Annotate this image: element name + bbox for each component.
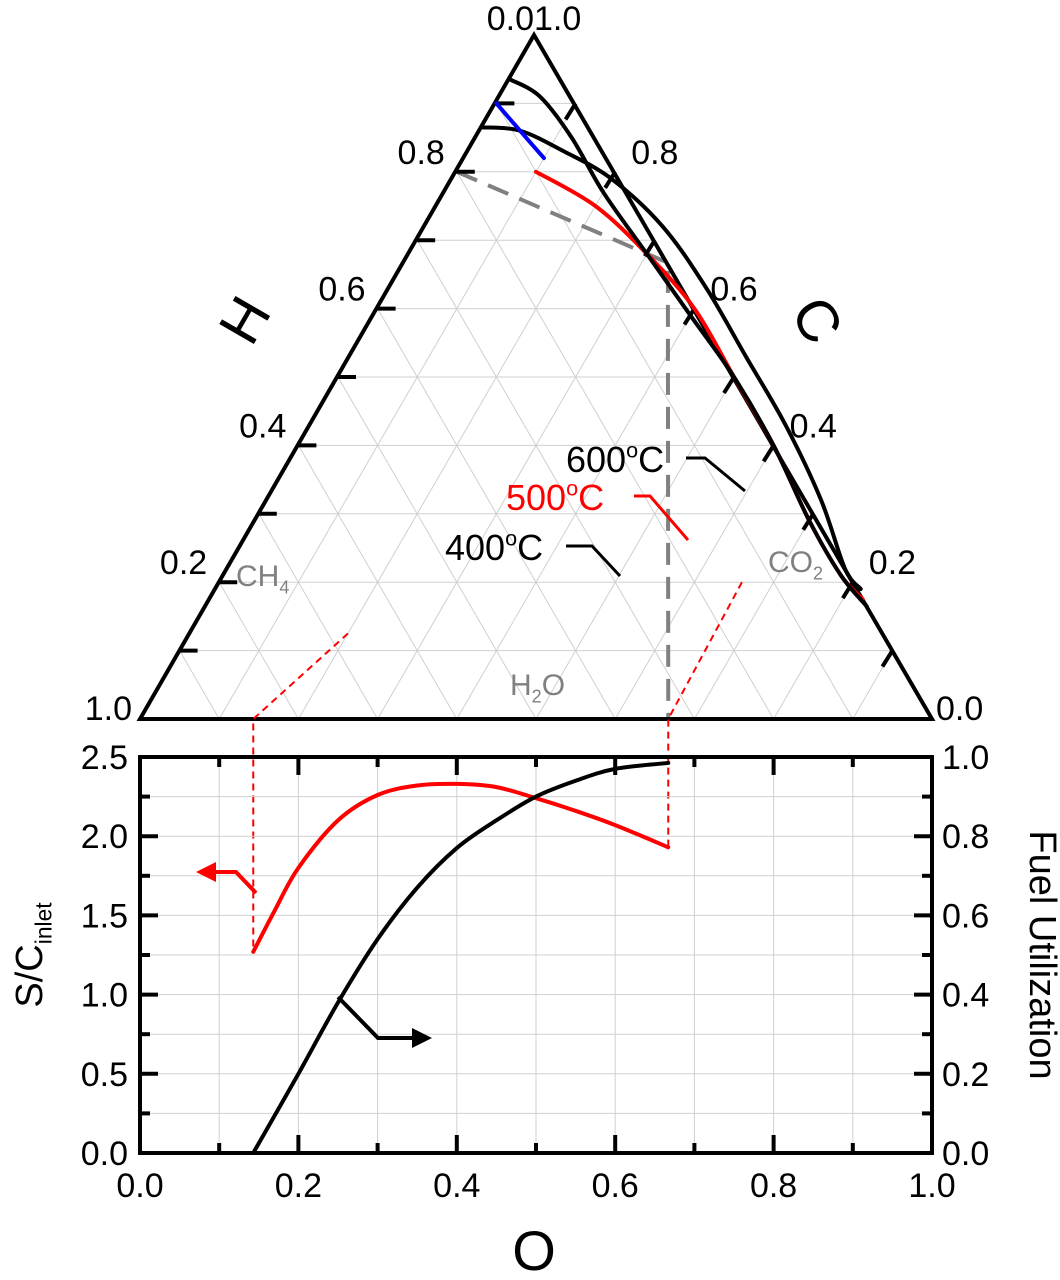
plot-y-right-tick-label: 0.2	[942, 1056, 989, 1094]
ternary-series-label-500: 500oC	[506, 476, 604, 518]
ternary-series-label-400-part: C	[517, 527, 543, 568]
plot-x-tick-label: 0.2	[275, 1167, 322, 1205]
species-label-part: O	[542, 669, 565, 702]
plot-y-left-axis-title-part: S/C	[9, 944, 51, 1007]
ternary-series-label-600: 600oC	[566, 438, 664, 480]
ternary-tick-label-c: 0.0	[936, 690, 983, 728]
ternary-tick-c	[841, 581, 855, 600]
ternary-series-label-400: 400oC	[445, 526, 543, 568]
ternary-axis-title-c: C	[778, 286, 855, 355]
ternary-series-600-curve	[480, 125, 863, 592]
ternary-grid-line-c	[495, 103, 854, 720]
plot-x-tick-label: 1.0	[908, 1167, 955, 1205]
species-label-part: H	[510, 669, 532, 702]
stoichiometric-dashed-boundary	[456, 169, 671, 720]
plot-y-left-axis-title: S/Cinlet	[9, 902, 57, 1008]
ternary-grid-line-c	[416, 239, 695, 720]
ternary-tick-label-h: 0.2	[160, 544, 207, 582]
ternary-axis-title-h: H	[206, 286, 283, 355]
plot-y-left-tick-label: 0.0	[81, 1135, 128, 1173]
ternary-grid-line-o	[377, 239, 656, 720]
plot-y-left-tick-label: 1.5	[81, 897, 128, 935]
ternary-tick-c	[761, 444, 776, 463]
ternary-series-leader-600	[686, 456, 746, 493]
ternary-series-400-curve	[508, 77, 869, 609]
plot-y-right-tick-label: 0.0	[942, 1135, 989, 1173]
ternary-tick-label-h: 1.0	[85, 690, 132, 728]
ternary-tick-c	[880, 649, 895, 668]
species-label-part: CH	[236, 560, 279, 593]
plot-x-tick-label: 0.6	[592, 1167, 639, 1205]
ternary-grid-line-c	[179, 650, 220, 720]
plot-x-tick-label: 0.0	[116, 1167, 163, 1205]
ternary-tick-label-h: 0.0	[487, 0, 534, 38]
species-label: CO2	[768, 546, 823, 584]
ternary-grid-line-c	[218, 581, 299, 720]
ternary-series-low-temperature-segment-curve	[494, 101, 546, 161]
right-axis-indicator-arrow-line	[336, 995, 414, 1040]
ternary-grid-line-c	[337, 376, 537, 720]
ternary-tick-c	[563, 102, 578, 121]
ternary-diagram: 0.20.40.60.81.00.0 1.00.80.60.40.20.0H C60…	[85, 0, 984, 728]
ternary-series-label-400-part: o	[505, 526, 517, 551]
plot-y-right-tick-label: 1.0	[942, 739, 989, 777]
ternary-grid-line-o	[535, 376, 735, 720]
plot-y-left-tick-label: 2.0	[81, 818, 128, 856]
plot-y-right-tick-label: 0.4	[942, 977, 989, 1015]
species-label-part: 2	[813, 564, 823, 584]
ternary-grid-line-o	[218, 103, 577, 720]
species-label-part: 2	[532, 687, 542, 707]
left-axis-indicator-arrow-line	[212, 870, 258, 895]
right-axis-indicator-arrow-head	[412, 1028, 432, 1048]
fuel-utilization-plot: 0.0 0.2 0.4 0.6 0.8 1.00.00.51.01.52.02.50.00…	[9, 739, 1060, 1280]
plot-y-right-tick-label: 0.6	[942, 897, 989, 935]
plot-y-left-tick-label: 2.5	[81, 739, 128, 777]
plot-series-s-c-inlet-line	[251, 781, 671, 954]
ternary-series-leader-500	[634, 494, 690, 541]
species-label: CH4	[236, 560, 289, 598]
ternary-series-500-curve	[534, 169, 865, 602]
ternary-grid-line-c	[297, 445, 458, 720]
ternary-tick-c	[722, 375, 736, 395]
ternary-tick-label-c: 0.6	[710, 271, 757, 309]
projection-dashed-line	[252, 632, 349, 952]
projection-dashed-line	[667, 581, 743, 848]
plot-y-left-tick-label: 0.5	[81, 1056, 128, 1094]
ternary-tick-label-c: 0.8	[631, 134, 678, 172]
ternary-series-label-600-part: o	[626, 438, 638, 463]
species-label-part: CO	[768, 546, 813, 579]
plot-y-left-axis-title-part: inlet	[31, 902, 57, 944]
plot-y-right-axis-title: Fuel Utilization	[1021, 830, 1060, 1079]
ternary-series-leader-400	[566, 544, 622, 578]
plot-y-right-tick-label: 0.8	[942, 818, 989, 856]
ternary-series-label-500-part: C	[578, 477, 604, 518]
ternary-grid-line-c	[258, 513, 379, 720]
ternary-tick-label-h: 0.6	[318, 271, 365, 309]
ternary-tick-label-c: 0.4	[790, 407, 837, 445]
left-axis-indicator-arrow-head	[196, 862, 216, 882]
ternary-series-label-500-part: o	[566, 476, 578, 501]
projection-lines	[252, 581, 743, 952]
plot-x-tick-label: 0.8	[750, 1167, 797, 1205]
ternary-tick-label-c: 1.0	[534, 0, 581, 38]
plot-series-fuel-utilization-line	[251, 760, 671, 1155]
ternary-series-label-400-part: 400	[445, 527, 505, 568]
ternary-series-label-500-part: 500	[506, 477, 566, 518]
ternary-tick-label-c: 0.2	[869, 544, 916, 582]
plot-y-left-axis-title-group: S/Cinlet	[9, 902, 57, 1008]
plot-y-left-tick-label: 1.0	[81, 977, 128, 1015]
ternary-grid-line-c	[377, 308, 616, 720]
ternary-grid-line-o	[693, 513, 814, 720]
species-label: H2O	[510, 669, 565, 707]
ternary-grid-line-c	[456, 171, 775, 720]
plot-x-axis-title: O	[512, 1219, 556, 1280]
species-label-part: 4	[279, 578, 289, 598]
ternary-tick-label-h: 0.4	[239, 407, 286, 445]
ternary-series-label-600-part: C	[638, 439, 664, 480]
ternary-series-label-600-part: 600	[566, 439, 626, 480]
plot-x-tick-label: 0.4	[433, 1167, 480, 1205]
ternary-tick-label-h: 0.8	[398, 134, 445, 172]
